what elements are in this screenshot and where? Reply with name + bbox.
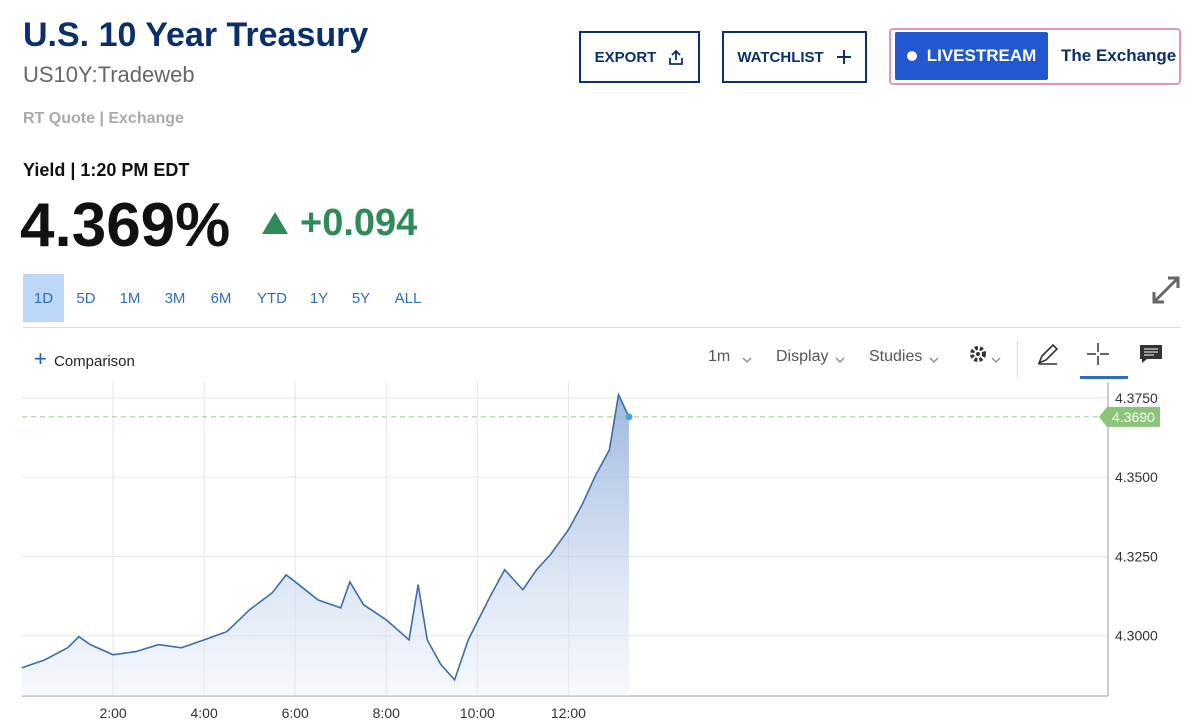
- dot: [906, 51, 917, 61]
- livestream-button[interactable]: LIVESTREAM: [895, 32, 1048, 80]
- symbol: US10Y:Tradeweb: [23, 62, 195, 87]
- divider: [1017, 340, 1018, 378]
- display-menu[interactable]: Display: [776, 348, 829, 365]
- title: U.S. 10 Year Treasury: [23, 16, 369, 54]
- line: [21, 392, 630, 682]
- x-tick-label: 2:00: [99, 705, 126, 721]
- last-point: [625, 413, 633, 421]
- range-tab[interactable]: ALL: [394, 289, 422, 307]
- range-tab[interactable]: YTD: [257, 289, 287, 307]
- export-button[interactable]: EXPORT: [579, 31, 700, 83]
- crosshair-icon[interactable]: [1086, 342, 1110, 366]
- y-tick-label: 4.3250: [1115, 548, 1158, 564]
- separator: [23, 327, 1181, 328]
- x-tick-label: 12:00: [551, 705, 586, 721]
- area: [22, 394, 629, 696]
- watchlist-button[interactable]: WATCHLIST: [722, 31, 867, 83]
- x-tick-label: 10:00: [460, 705, 495, 721]
- y-tick-label: 4.3750: [1115, 390, 1158, 406]
- range-tab[interactable]: 5Y: [351, 289, 371, 307]
- comment-icon[interactable]: [1139, 344, 1163, 364]
- up-arrow: [262, 212, 288, 234]
- gear-icon[interactable]: [968, 344, 990, 366]
- x-tick-label: 6:00: [282, 705, 309, 721]
- expand-icon[interactable]: [1150, 274, 1182, 306]
- range-tab[interactable]: 1D: [23, 274, 64, 322]
- interval[interactable]: 1m: [708, 348, 731, 365]
- source: RT Quote | Exchange: [23, 110, 184, 127]
- watchlist-label: WATCHLIST: [737, 48, 824, 66]
- range-tab[interactable]: 5D: [76, 289, 96, 307]
- range-tab[interactable]: 1Y: [309, 289, 329, 307]
- livestream-box: [889, 28, 1181, 85]
- plus-icon: [836, 50, 851, 64]
- range-tab[interactable]: 6M: [210, 289, 232, 307]
- export-label: EXPORT: [594, 48, 657, 66]
- comparison[interactable]: Comparison: [54, 353, 135, 370]
- range-tab[interactable]: 3M: [164, 289, 186, 307]
- plus-icon: +: [34, 346, 47, 371]
- yield-label: Yield | 1:20 PM EDT: [23, 160, 190, 180]
- livestream-label: LIVESTREAM: [926, 46, 1037, 65]
- current-badge: [1099, 406, 1160, 427]
- studies-menu[interactable]: Studies: [869, 348, 923, 365]
- active-tool: [1080, 376, 1128, 379]
- change: +0.094: [300, 202, 418, 244]
- y-tick-label: 4.3500: [1115, 469, 1158, 485]
- exchange-link[interactable]: The Exchange: [1061, 46, 1177, 65]
- y-tick-label: 4.3000: [1115, 628, 1158, 644]
- range-tab[interactable]: 1M: [119, 289, 141, 307]
- current-label: 4.3690: [1112, 409, 1155, 425]
- x-tick-label: 4:00: [191, 705, 218, 721]
- x-tick-label: 8:00: [373, 705, 400, 721]
- chevrons: [742, 357, 1001, 363]
- price: 4.369%: [20, 191, 231, 260]
- share-icon: [669, 49, 684, 65]
- pencil-icon[interactable]: [1036, 342, 1060, 366]
